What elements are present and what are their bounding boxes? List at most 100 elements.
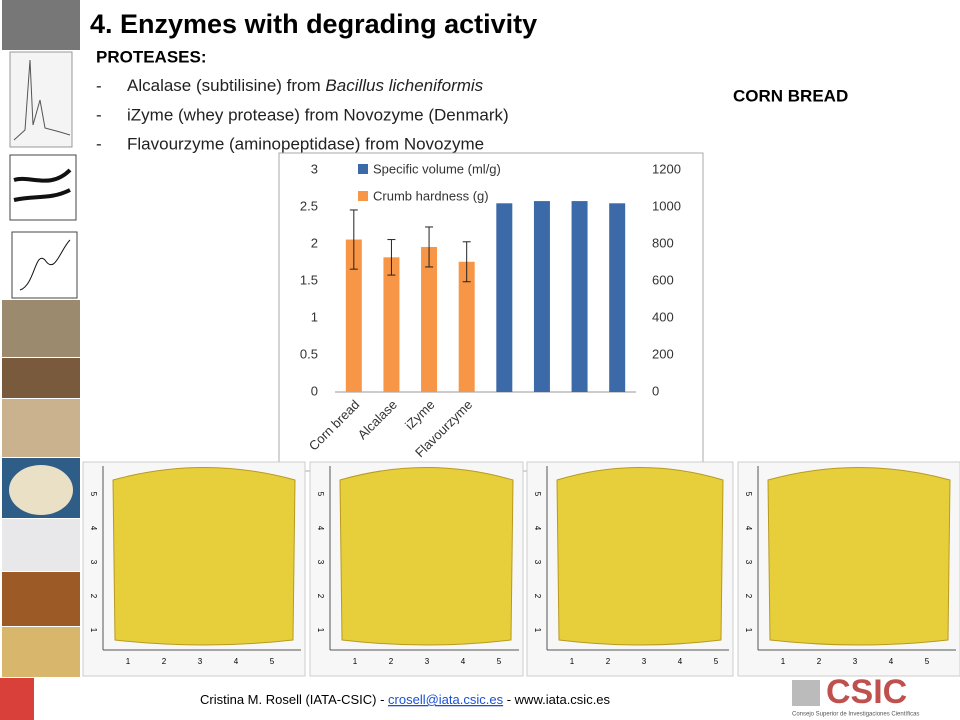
list-item: iZyme (whey protease) from Novozyme (Den… <box>127 105 509 124</box>
ruler-label: 4 <box>234 657 239 666</box>
ruler-label: 2 <box>89 594 98 599</box>
y2-tick-label: 600 <box>652 272 674 287</box>
bullet: - <box>96 134 102 153</box>
bullet: - <box>96 105 102 124</box>
ruler-label: 1 <box>744 628 753 633</box>
ruler-label: 1 <box>533 628 542 633</box>
ruler-label: 2 <box>389 657 394 666</box>
y2-tick-label: 0 <box>652 383 659 398</box>
image <box>2 572 80 626</box>
ruler-label: 4 <box>744 526 753 531</box>
ruler-label: 5 <box>714 657 719 666</box>
ruler-label: 2 <box>533 594 542 599</box>
side-label: CORN BREAD <box>733 86 848 105</box>
bullet: - <box>96 76 102 95</box>
ruler-label: 3 <box>89 560 98 565</box>
ruler-label: 1 <box>89 628 98 633</box>
ruler-label: 2 <box>606 657 611 666</box>
ruler-label: 3 <box>198 657 203 666</box>
error-bar <box>425 226 434 268</box>
bar <box>345 239 362 392</box>
y-tick-label: 1 <box>311 309 318 324</box>
ruler-label: 4 <box>889 657 894 666</box>
ruler-label: 4 <box>461 657 466 666</box>
footer-author: Cristina M. Rosell (IATA-CSIC) - <box>200 692 388 707</box>
bar <box>533 201 550 392</box>
ruler-label: 5 <box>316 492 325 497</box>
image <box>2 399 80 457</box>
ruler-label: 3 <box>744 560 753 565</box>
ruler-label: 5 <box>533 492 542 497</box>
image-strip <box>0 0 80 720</box>
logo-emblem <box>792 680 820 706</box>
slide-title: 4. Enzymes with degrading activity <box>90 9 537 39</box>
legend-label: Crumb hardness (g) <box>373 188 489 203</box>
y-tick-label: 3 <box>311 161 318 176</box>
ruler-label: 5 <box>497 657 502 666</box>
image <box>9 51 73 148</box>
image <box>11 231 78 299</box>
ruler-label: 5 <box>744 492 753 497</box>
y-tick-label: 2 <box>311 235 318 250</box>
image <box>13 168 72 202</box>
footer: Cristina M. Rosell (IATA-CSIC) - crosell… <box>200 692 611 707</box>
legend-swatch <box>358 164 368 174</box>
ruler-label: 3 <box>533 560 542 565</box>
ruler-label: 1 <box>316 628 325 633</box>
error-bar <box>349 209 358 270</box>
y2-tick-label: 400 <box>652 309 674 324</box>
ruler-label: 4 <box>89 526 98 531</box>
logo-subtitle: Consejo Superior de Investigaciones Cien… <box>792 712 919 718</box>
ruler-label: 3 <box>642 657 647 666</box>
ruler-label: 1 <box>781 657 786 666</box>
image <box>9 465 73 515</box>
heading: PROTEASES: <box>96 47 207 66</box>
list-item: Flavourzyme (aminopeptidase) from Novozy… <box>127 134 484 153</box>
ruler-label: 4 <box>678 657 683 666</box>
y2-tick-label: 200 <box>652 346 674 361</box>
list-item: Alcalase (subtilisine) from Bacillus lic… <box>127 76 484 95</box>
ruler-label: 3 <box>425 657 430 666</box>
y-tick-label: 1.5 <box>300 272 318 287</box>
image <box>2 627 80 677</box>
footer-email[interactable]: crosell@iata.csic.es <box>388 692 504 707</box>
y-tick-label: 0 <box>311 383 318 398</box>
y2-tick-label: 1000 <box>652 198 681 213</box>
item-species: Bacillus licheniformis <box>325 76 483 95</box>
ruler-label: 3 <box>316 560 325 565</box>
ruler-label: 4 <box>533 526 542 531</box>
image <box>2 0 80 50</box>
bar <box>421 246 438 392</box>
bar <box>609 203 626 392</box>
y2-tick-label: 800 <box>652 235 674 250</box>
image <box>2 358 80 398</box>
ruler-label: 5 <box>925 657 930 666</box>
bread-slice <box>556 467 724 646</box>
bread-slice <box>767 467 951 646</box>
ruler-label: 5 <box>89 492 98 497</box>
image <box>19 239 71 291</box>
ruler-label: 5 <box>270 657 275 666</box>
bread-slice <box>112 467 296 646</box>
image <box>9 154 77 221</box>
ruler-label: 1 <box>126 657 131 666</box>
ruler-label: 2 <box>744 594 753 599</box>
error-bar <box>387 239 396 276</box>
image <box>2 300 80 357</box>
ruler-label: 3 <box>853 657 858 666</box>
ruler-label: 2 <box>817 657 822 666</box>
bar <box>496 203 513 392</box>
footer-web: www.iata.csic.es <box>514 692 611 707</box>
y-tick-label: 2.5 <box>300 198 318 213</box>
y2-tick-label: 1200 <box>652 161 681 176</box>
y-tick-label: 0.5 <box>300 346 318 361</box>
footer-sep: - <box>503 692 515 707</box>
ruler-label: 4 <box>316 526 325 531</box>
ruler-label: 2 <box>316 594 325 599</box>
logo: CSIC <box>826 673 907 711</box>
item-text: Alcalase (subtilisine) from <box>127 76 325 95</box>
bar <box>383 257 400 392</box>
image <box>0 678 34 720</box>
bar <box>458 261 475 392</box>
